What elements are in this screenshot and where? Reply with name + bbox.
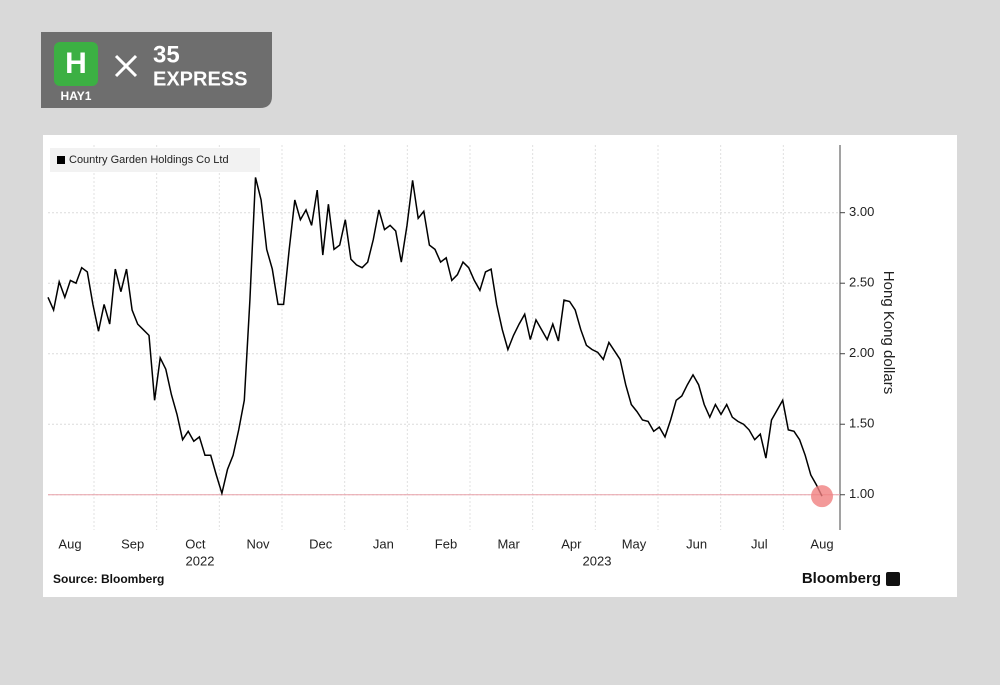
x-tick-label: Oct [185, 536, 206, 551]
logo-name: EXPRESS [153, 68, 247, 90]
y-axis-label: Hong Kong dollars [880, 271, 897, 394]
x-tick-label: Jun [686, 536, 707, 551]
price-line [47, 177, 823, 497]
year-label: 2023 [583, 553, 612, 568]
chart-panel [43, 135, 957, 597]
x-tick-label: Aug [58, 536, 81, 551]
logo-box [41, 32, 272, 108]
x-tick-label: May [622, 536, 647, 551]
logo-icon [54, 42, 98, 86]
x-tick-label: Apr [561, 536, 582, 551]
logo-brand: HAY1 [61, 89, 92, 103]
year-label: 2022 [186, 553, 215, 568]
x-tick-label: Feb [435, 536, 457, 551]
legend-swatch [57, 156, 65, 164]
y-tick-label: 1.50 [849, 416, 874, 431]
y-tick-label: 2.00 [849, 345, 874, 360]
x-tick-label: Sep [121, 536, 144, 551]
legend-label: Country Garden Holdings Co Ltd [69, 154, 229, 166]
chart: 1.00 1.50 2.00 2.50 3.00 Hong Kong dollars Aug… [47, 145, 897, 568]
y-tick-label: 1.00 [849, 486, 874, 501]
x-tick-label: Dec [309, 536, 333, 551]
source: Source: Bloomberg [53, 572, 164, 586]
x-tick-label: Jan [373, 536, 394, 551]
x-tick-label: Mar [497, 536, 520, 551]
y-tick-label: 2.50 [849, 275, 874, 290]
logo-cross [114, 54, 138, 78]
publisher-icon [886, 572, 900, 586]
x-tick-label: Jul [751, 536, 768, 551]
x-tick-label: Nov [246, 536, 270, 551]
y-tick-label: 3.00 [849, 204, 874, 219]
x-tick-label: Aug [810, 536, 833, 551]
highlight-point [811, 485, 833, 508]
publisher: Bloomberg [802, 570, 881, 587]
logo-mark: H [65, 47, 87, 80]
legend-box [50, 148, 260, 172]
logo-number: 35 [153, 41, 180, 68]
